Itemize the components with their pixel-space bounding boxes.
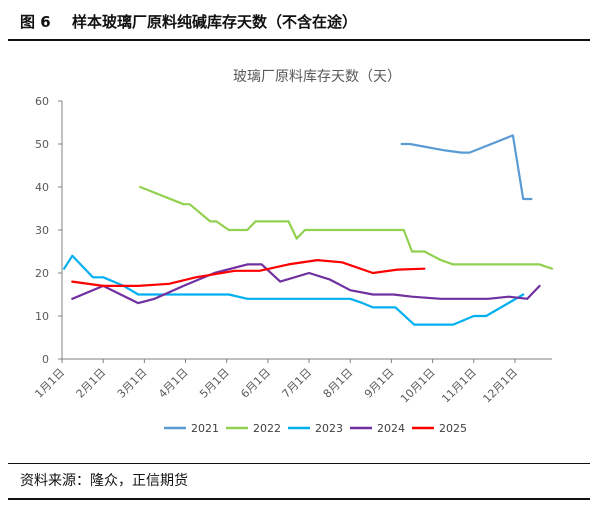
- figure-number: 图 6: [20, 13, 51, 31]
- x-tick-label: 6月1日: [238, 366, 273, 401]
- source-note: 资料来源：隆众，正信期货: [20, 470, 188, 490]
- legend-label-2021: 2021: [191, 422, 219, 435]
- y-tick-label: 20: [35, 267, 49, 280]
- legend-label-2023: 2023: [315, 422, 343, 435]
- series-line-2024: [71, 263, 541, 305]
- legend-label-2024: 2024: [377, 422, 405, 435]
- y-tick-label: 10: [35, 310, 49, 323]
- middle-rule: [8, 463, 590, 464]
- legend-label-2025: 2025: [439, 422, 467, 435]
- series-line-2021: [400, 134, 533, 201]
- x-tick-label: 7月1日: [280, 366, 315, 401]
- y-tick-label: 30: [35, 224, 49, 237]
- source-text: 隆众，正信期货: [90, 473, 188, 489]
- legend-label-2022: 2022: [253, 422, 281, 435]
- y-tick-label: 0: [42, 353, 49, 366]
- series-line-2023: [62, 254, 525, 326]
- chart: 玻璃厂原料库存天数（天） 0 10 20 30 40 50 60 1月1日 2月1日 3月1日 4月1…: [32, 68, 554, 435]
- bottom-rule: [8, 498, 590, 500]
- x-tick-label: 11月1日: [439, 366, 479, 406]
- x-tick-label: 5月1日: [197, 366, 232, 401]
- y-tick-label: 60: [35, 95, 49, 108]
- x-tick-label: 9月1日: [362, 366, 397, 401]
- x-tick-label: 12月1日: [480, 366, 520, 406]
- x-tick-label: 8月1日: [321, 366, 356, 401]
- top-rule: [8, 39, 590, 41]
- x-tick-label: 1月1日: [32, 366, 67, 401]
- x-tick-label: 3月1日: [115, 366, 150, 401]
- x-tick-label: 10月1日: [398, 366, 438, 406]
- x-tick-label: 4月1日: [156, 366, 191, 401]
- source-label: 资料来源：: [20, 473, 90, 489]
- y-tick-label: 40: [35, 181, 49, 194]
- figure-header: 图 6 样本玻璃厂原料纯碱库存天数（不含在途）: [0, 0, 598, 40]
- series-line-2022: [139, 185, 554, 270]
- y-tick-label: 50: [35, 138, 49, 151]
- figure-title: 样本玻璃厂原料纯碱库存天数（不含在途）: [72, 13, 358, 31]
- chart-title: 玻璃厂原料库存天数（天）: [233, 68, 401, 85]
- series-line-2025: [71, 259, 426, 287]
- x-tick-label: 2月1日: [74, 366, 109, 401]
